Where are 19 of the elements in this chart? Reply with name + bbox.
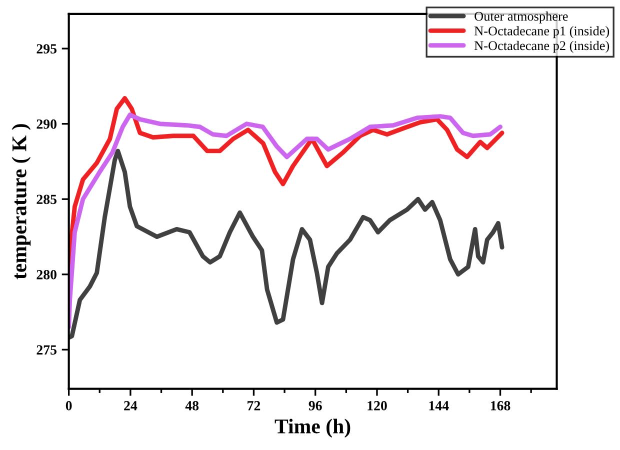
y-tick-label: 295 (36, 44, 57, 54)
x-tick-label: 48 (185, 401, 199, 410)
x-tick-label: 24 (124, 401, 138, 410)
x-tick-label: 120 (368, 401, 387, 410)
legend-label: N-Octadecane p1 (inside) (474, 26, 610, 38)
legend-label: N-Octadecane p2 (inside) (474, 40, 610, 53)
x-tick-label: 168 (490, 401, 510, 410)
line-series (68, 148, 504, 340)
x-tick-label: 144 (429, 401, 449, 410)
x-axis-title: Time (h) (274, 418, 350, 438)
y-tick-label: 275 (36, 345, 57, 355)
y-tick-label: 290 (36, 119, 56, 129)
y-tick-label: 285 (36, 194, 57, 204)
legend-label: Outer atmosphere (474, 11, 568, 24)
x-tick-label: 0 (66, 401, 72, 410)
y-tick-label: 280 (36, 270, 56, 280)
x-tick-label: 96 (308, 401, 322, 410)
y-axis-title: temperature ( K ) (12, 124, 31, 280)
x-tick-label: 72 (248, 401, 260, 410)
